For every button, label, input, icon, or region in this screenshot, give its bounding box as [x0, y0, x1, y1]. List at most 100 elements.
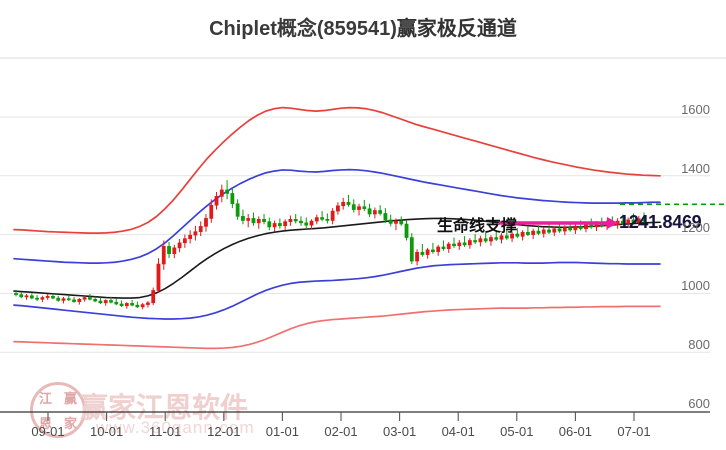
candle-body — [626, 219, 631, 224]
candle-body — [267, 221, 272, 228]
lifeline-support-annotation: 生命线支撑 — [437, 216, 518, 235]
candle-body — [119, 303, 124, 307]
candle-body — [620, 220, 625, 224]
x-tick-label-1: 10-01 — [89, 424, 124, 439]
candle-body — [161, 246, 166, 265]
candle-body — [66, 298, 71, 301]
candle-body — [14, 293, 18, 295]
series-line-1 — [13, 168, 661, 264]
candle-body — [383, 213, 388, 221]
candle-body — [547, 229, 551, 233]
y-tick-label-1600: 1600 — [681, 102, 710, 117]
candle-body — [552, 228, 557, 233]
candle-body — [420, 251, 425, 255]
candle-body — [499, 235, 504, 240]
candle-body — [51, 296, 55, 299]
x-tick-label-9: 06-01 — [558, 424, 593, 439]
current-price-label: 1241.8469 — [619, 212, 702, 232]
support-arrow-head — [607, 217, 618, 229]
candle-body — [29, 295, 34, 299]
candle-body — [404, 223, 409, 238]
y-tick-label-600: 600 — [688, 396, 710, 411]
candle-body — [446, 243, 451, 250]
series-line-2 — [13, 217, 661, 299]
candle-body — [415, 251, 419, 262]
candle-body — [520, 231, 525, 237]
candle-body — [235, 203, 240, 217]
candle-body — [151, 290, 156, 304]
candle-body — [82, 297, 87, 300]
candle-body — [452, 243, 456, 247]
candle-body — [642, 218, 646, 222]
candle-body — [93, 298, 98, 302]
candle-body — [193, 231, 198, 236]
candle-body — [436, 246, 441, 252]
candle-body — [568, 227, 573, 231]
x-tick-label-8: 05-01 — [500, 424, 534, 439]
candle-body — [251, 218, 256, 224]
y-tick-label-1000: 1000 — [681, 278, 710, 294]
candle-body — [299, 220, 303, 224]
x-tick-label-5: 02-01 — [324, 424, 358, 439]
candle-body — [473, 240, 478, 243]
candle-body — [98, 300, 103, 304]
title-main: Chiplet概念(859541) — [209, 18, 397, 40]
page-title: Chiplet概念(859541)赢家极反通道 — [0, 12, 726, 41]
candle-body — [367, 208, 372, 215]
candle-body — [441, 246, 446, 250]
candle-body — [87, 297, 92, 300]
candle-body — [536, 230, 541, 234]
candle-body — [146, 302, 150, 305]
series-line-0 — [13, 106, 661, 234]
candle-body — [246, 218, 251, 221]
candle-body — [314, 217, 319, 222]
candle-body — [636, 218, 641, 223]
candle-body — [277, 223, 282, 227]
candle-body — [483, 238, 488, 242]
candle-body — [584, 224, 588, 230]
candle-body — [140, 304, 145, 308]
candle-body — [40, 297, 45, 300]
candle-body — [399, 220, 404, 225]
candle-body — [341, 201, 346, 207]
candle-body — [504, 235, 509, 239]
candle-body — [256, 219, 261, 224]
candle-body — [177, 242, 182, 249]
candle-body — [214, 196, 219, 206]
candle-body — [409, 237, 414, 262]
candle-body — [124, 303, 129, 307]
candle-body — [288, 219, 293, 222]
candle-body — [462, 242, 467, 246]
candle-body — [72, 299, 76, 302]
candle-body — [631, 219, 636, 223]
candle-body — [19, 294, 24, 298]
x-tick-label-7: 04-01 — [441, 424, 475, 439]
y-tick-label-800: 800 — [688, 337, 710, 353]
title-suffix: 赢家极反通道 — [396, 18, 517, 40]
x-tick-label-4: 01-01 — [265, 424, 300, 439]
candle-body — [489, 237, 493, 242]
candle-body — [325, 219, 330, 221]
candlestick-series — [14, 180, 646, 310]
candle-body — [24, 295, 29, 298]
candle-body — [557, 228, 562, 232]
candle-body — [478, 238, 483, 243]
series-line-3 — [13, 261, 661, 320]
candle-body — [510, 233, 514, 239]
candle-body — [167, 246, 171, 255]
candle-body — [467, 240, 472, 246]
candle-body — [351, 204, 356, 210]
candle-body — [309, 220, 314, 226]
candle-body — [425, 249, 430, 255]
candle-body — [219, 189, 224, 197]
candle-body — [394, 220, 398, 224]
candle-body — [531, 230, 536, 235]
candle-body — [172, 247, 177, 255]
candle-body — [130, 303, 135, 306]
candle-body — [103, 300, 108, 304]
candle-body — [241, 216, 245, 221]
candle-body — [262, 219, 266, 222]
candle-body — [336, 205, 340, 212]
